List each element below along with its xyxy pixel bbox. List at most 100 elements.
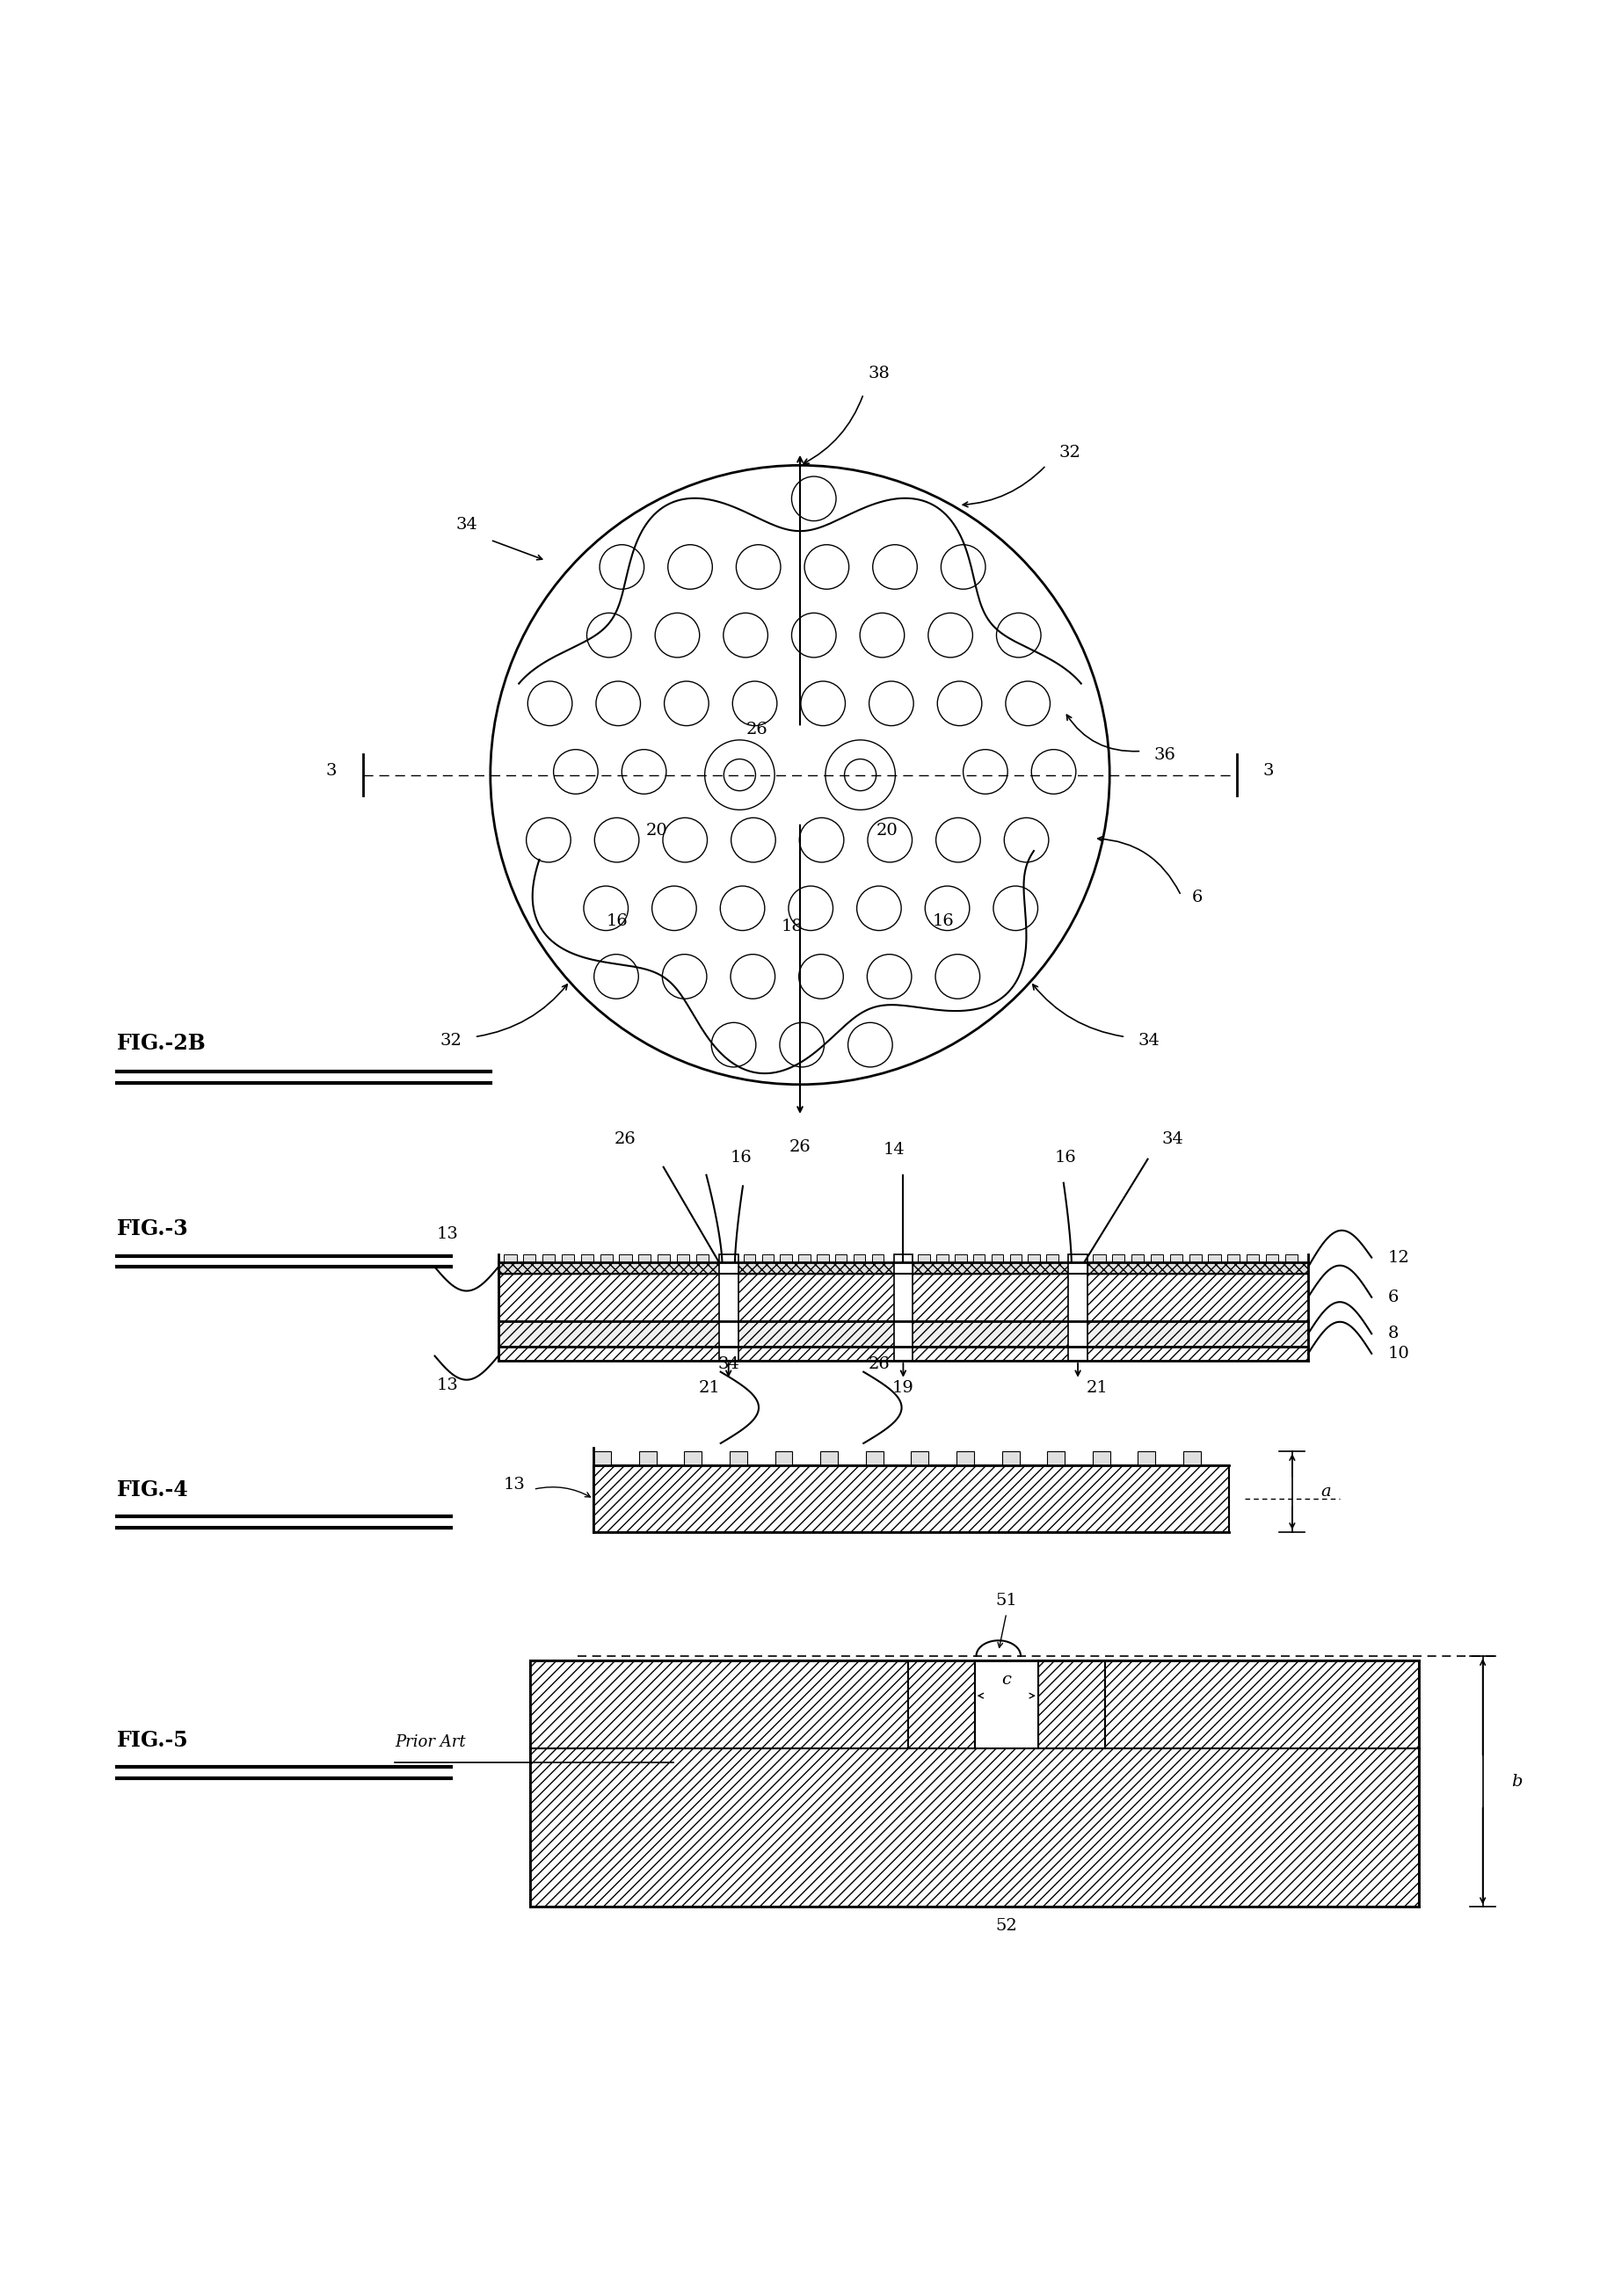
Bar	[1189, 1254, 1202, 1263]
Text: 6: 6	[1192, 889, 1202, 905]
Bar	[594, 1465, 1229, 1531]
Text: 34: 34	[1162, 1132, 1184, 1146]
Text: 14: 14	[883, 1141, 904, 1157]
Bar	[973, 1254, 986, 1263]
Text: 13: 13	[437, 1378, 459, 1394]
Bar	[562, 1254, 574, 1263]
Bar	[530, 1660, 907, 1747]
Bar	[910, 1451, 928, 1465]
Text: a: a	[1320, 1483, 1331, 1499]
Text: 3: 3	[1262, 762, 1274, 778]
Text: FIG.-3: FIG.-3	[117, 1219, 189, 1240]
Text: 32: 32	[1059, 445, 1082, 461]
Bar	[677, 1254, 690, 1263]
Text: 21: 21	[1086, 1380, 1107, 1396]
Bar	[600, 1254, 613, 1263]
Text: 34: 34	[1138, 1033, 1160, 1049]
Text: FIG.-2B: FIG.-2B	[117, 1033, 206, 1054]
Text: 13: 13	[504, 1476, 525, 1492]
Bar	[738, 1263, 894, 1274]
Bar	[835, 1254, 846, 1263]
Bar	[918, 1254, 930, 1263]
Bar	[1010, 1254, 1022, 1263]
Bar	[872, 1254, 883, 1263]
Bar	[1002, 1451, 1019, 1465]
Bar	[1170, 1254, 1182, 1263]
Bar	[718, 1254, 738, 1362]
Bar	[936, 1254, 949, 1263]
Bar	[1046, 1254, 1058, 1263]
Bar	[638, 1254, 651, 1263]
Bar	[821, 1451, 838, 1465]
Bar	[1093, 1254, 1106, 1263]
Text: 16: 16	[933, 914, 954, 930]
Bar	[774, 1451, 792, 1465]
Bar	[1088, 1263, 1309, 1274]
Text: 26: 26	[747, 721, 768, 737]
Bar	[816, 1254, 829, 1263]
Bar	[1246, 1254, 1259, 1263]
Text: 26: 26	[789, 1139, 811, 1155]
Bar	[992, 1254, 1003, 1263]
Bar	[853, 1254, 866, 1263]
Text: 52: 52	[995, 1919, 1018, 1933]
Bar	[798, 1254, 810, 1263]
Bar	[498, 1274, 1309, 1320]
Bar	[1069, 1254, 1088, 1362]
Bar	[1227, 1254, 1240, 1263]
Text: 34: 34	[718, 1357, 739, 1373]
Text: FIG.-5: FIG.-5	[117, 1729, 189, 1752]
Bar	[1131, 1254, 1144, 1263]
Bar	[907, 1660, 974, 1747]
Bar	[498, 1320, 1309, 1345]
Bar	[530, 1747, 1419, 1908]
Text: 3: 3	[326, 762, 338, 778]
Bar	[894, 1254, 912, 1362]
Text: 20: 20	[877, 822, 898, 838]
Text: 10: 10	[1387, 1345, 1410, 1362]
Text: 38: 38	[869, 365, 890, 381]
Bar	[542, 1254, 555, 1263]
Text: 8: 8	[1387, 1325, 1398, 1341]
Bar	[730, 1451, 747, 1465]
Bar	[498, 1263, 718, 1274]
Bar	[1093, 1451, 1110, 1465]
Bar	[1184, 1451, 1202, 1465]
Text: 18: 18	[781, 918, 803, 934]
Text: 32: 32	[440, 1033, 462, 1049]
Bar	[594, 1451, 611, 1465]
Text: 51: 51	[995, 1593, 1018, 1609]
Text: 6: 6	[1387, 1290, 1398, 1304]
Bar	[912, 1263, 1069, 1274]
Text: 36: 36	[1154, 746, 1176, 762]
Bar	[658, 1254, 670, 1263]
Bar	[523, 1254, 536, 1263]
Bar	[638, 1451, 656, 1465]
Text: 12: 12	[1387, 1249, 1410, 1265]
Text: FIG.-4: FIG.-4	[117, 1479, 189, 1499]
Bar	[866, 1451, 883, 1465]
Text: Prior Art: Prior Art	[395, 1733, 466, 1750]
Text: 16: 16	[730, 1150, 752, 1166]
Bar	[1150, 1254, 1163, 1263]
Bar	[696, 1254, 709, 1263]
Text: 21: 21	[699, 1380, 720, 1396]
Bar	[1106, 1660, 1419, 1747]
Bar	[581, 1254, 594, 1263]
Text: 13: 13	[437, 1226, 459, 1242]
Text: 26: 26	[869, 1357, 890, 1373]
Text: 20: 20	[646, 822, 667, 838]
Bar	[1112, 1254, 1125, 1263]
Bar	[781, 1254, 792, 1263]
Bar	[957, 1451, 974, 1465]
Bar	[955, 1254, 966, 1263]
Text: 26: 26	[614, 1132, 637, 1146]
Bar	[744, 1254, 755, 1263]
Bar	[1138, 1451, 1155, 1465]
Bar	[1285, 1254, 1298, 1263]
Bar	[1208, 1254, 1221, 1263]
Text: 19: 19	[893, 1380, 914, 1396]
Text: c: c	[1002, 1671, 1011, 1688]
Bar	[685, 1451, 702, 1465]
Bar	[504, 1254, 517, 1263]
